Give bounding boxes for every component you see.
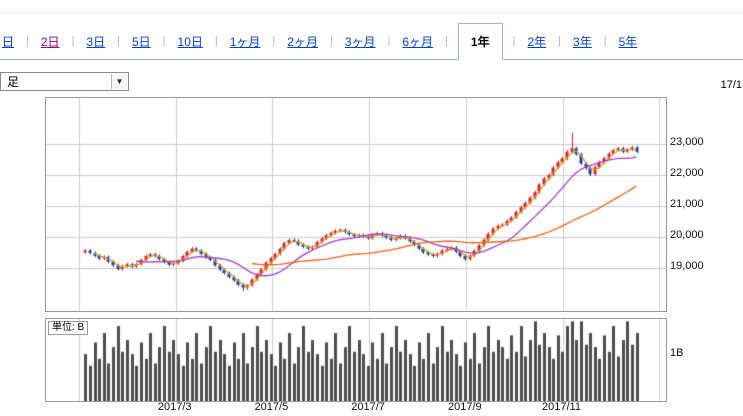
tab-separator: | [272,35,276,47]
volume-chart-canvas[interactable] [46,319,666,401]
period-tab-4[interactable]: 10日 [177,34,203,49]
interval-select[interactable]: 足 ▼ [0,72,129,91]
y-axis-tick-label: 21,000 [670,198,704,211]
period-tab-6[interactable]: 2ヶ月 [287,34,318,49]
chart-date-label: 17/1 [720,79,742,91]
volume-unit-label: 単位: B [48,321,89,335]
tab-separator: | [387,35,391,47]
x-axis-tick-label: 2017/11 [542,401,581,413]
interval-select-value: 足 [7,75,20,89]
y-axis-tick-label: 19,000 [670,259,704,272]
tab-separator: | [445,35,448,47]
price-chart-panel [45,97,667,312]
chevron-down-icon: ▼ [111,74,127,89]
price-chart-canvas[interactable] [46,98,666,311]
x-axis-tick-label: 2017/5 [254,401,289,413]
period-tab-9[interactable]: 1年 [457,23,503,60]
period-tab-11[interactable]: 3年 [573,34,592,49]
tab-separator: | [329,35,333,47]
period-tab-3[interactable]: 5日 [131,34,151,49]
x-axis-tick-label: 2017/9 [447,401,482,413]
tab-separator: | [214,35,218,47]
period-tab-10[interactable]: 2年 [527,34,547,49]
tab-separator: | [558,35,562,47]
tab-separator: | [162,35,166,47]
period-tab-7[interactable]: 3ヶ月 [344,34,376,49]
tab-separator: | [26,35,29,47]
volume-axis-tick-label: 1B [670,347,684,359]
y-axis-tick-label: 20,000 [670,228,704,241]
tab-separator: | [603,35,607,47]
tab-separator: | [512,35,516,47]
x-axis-tick-label: 2017/7 [351,401,385,413]
x-axis-tick-label: 2017/3 [157,401,192,413]
period-tab-bar: 日 | 2日 | 3日 | 5日 | 10日 | 1ヶ月 | 2ヶ月 | 3ヶ月 | 6ヶ月 | 1年 | 2年 | 3年 |… [0,23,743,60]
period-tab-8[interactable]: 6ヶ月 [402,34,434,49]
tab-separator: | [71,35,75,47]
y-axis-tick-label: 23,000 [670,136,704,149]
volume-chart-panel: 単位: B [45,318,667,402]
top-divider [0,12,743,13]
tab-separator: | [117,35,120,47]
period-tab-5[interactable]: 1ヶ月 [229,34,261,49]
period-tab-0[interactable]: 日 [2,34,15,49]
period-tab-2[interactable]: 3日 [86,34,106,49]
period-tab-12[interactable]: 5年 [618,34,638,49]
period-tab-1[interactable]: 2日 [40,34,60,49]
y-axis-tick-label: 22,000 [670,167,704,180]
